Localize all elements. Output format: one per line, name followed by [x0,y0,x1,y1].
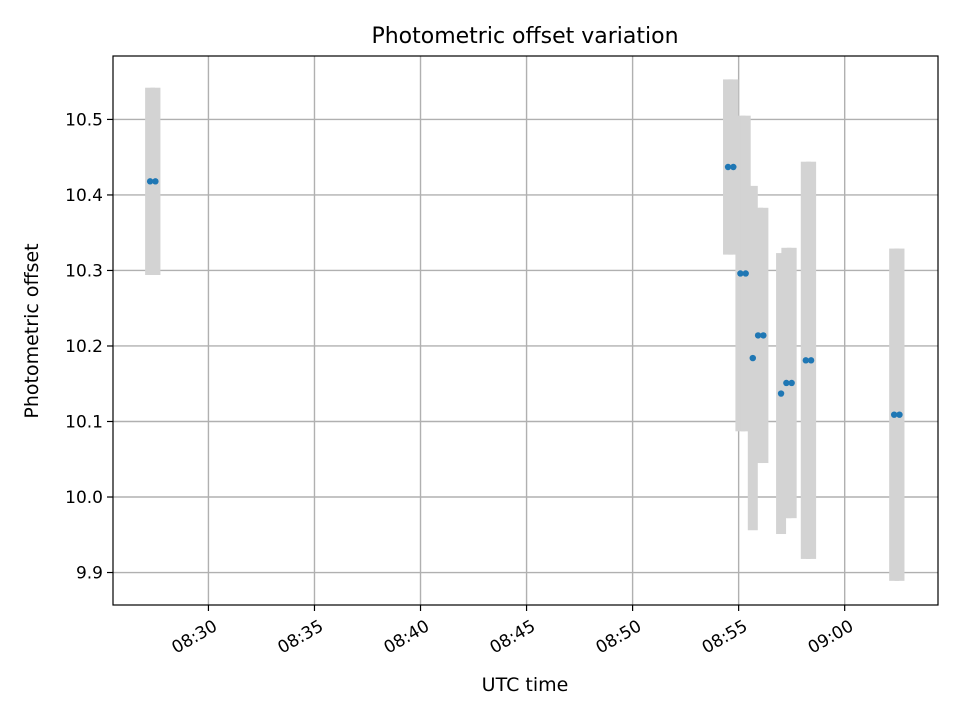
y-tick-label: 10.4 [65,186,103,206]
data-point [783,379,790,387]
y-tick-label: 10.3 [65,261,103,281]
data-point [749,354,756,362]
data-point [788,379,795,387]
plot-frame [112,55,939,606]
data-point [742,270,749,277]
y-axis: 9.9 10.0 10.1 10.2 10.3 10.4 10.5 [65,110,113,584]
data-point [724,163,732,171]
data-points [146,163,903,418]
data-point [777,390,785,397]
chart-title: Photometric offset variation [371,24,678,49]
data-point [760,332,767,339]
data-point [754,332,762,339]
data-point [730,163,737,171]
data-point [146,178,154,185]
data-point [802,357,810,364]
y-tick-label: 10.1 [65,412,103,432]
data-point [737,270,744,277]
data-point [890,411,898,418]
x-axis-label: UTC time [482,674,569,696]
y-tick-label: 9.9 [76,564,103,584]
plot-area [113,56,938,605]
y-tick-label: 10.0 [65,488,103,508]
data-point [152,178,159,185]
y-tick-label: 10.5 [65,110,103,130]
data-point [896,411,903,418]
y-axis-label: Photometric offset [21,243,43,418]
data-point [807,357,815,364]
y-tick-label: 10.2 [65,337,103,357]
